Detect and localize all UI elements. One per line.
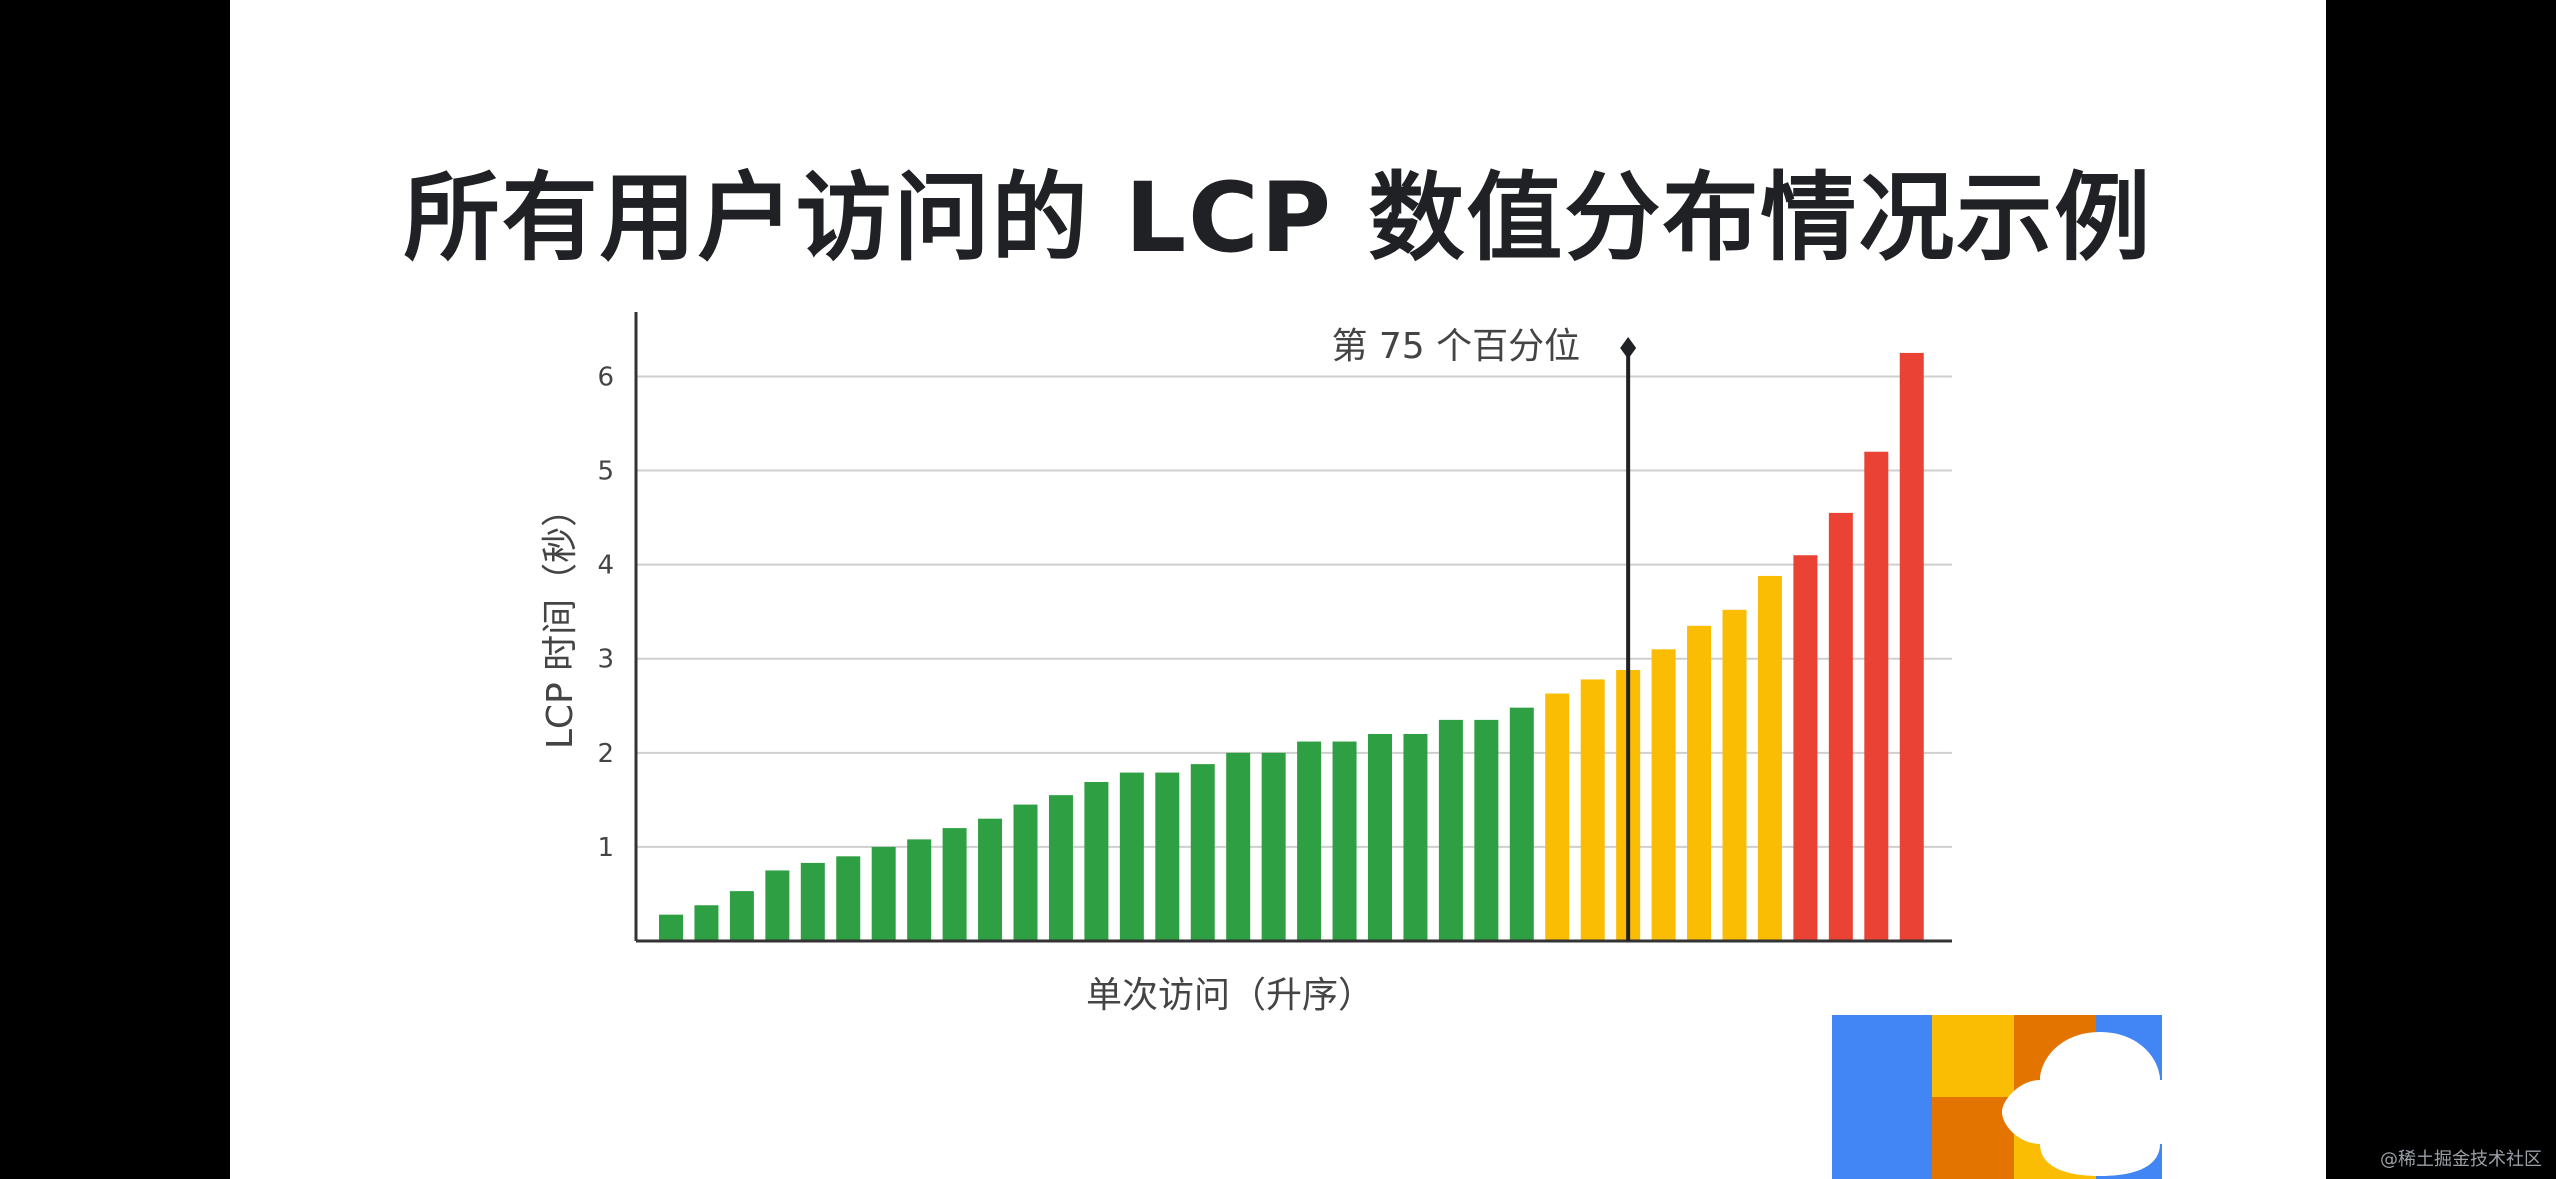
y-tick-label-3: 3 — [597, 645, 614, 675]
logo-tile-orange-2 — [1932, 1097, 2014, 1179]
bar-6 — [836, 856, 861, 941]
bar-34 — [1828, 512, 1853, 941]
bar-31 — [1722, 609, 1747, 941]
watermark: @稀土掘金技术社区 — [2380, 1149, 2542, 1170]
bar-26 — [1545, 693, 1570, 941]
y-tick-label-6: 6 — [597, 362, 614, 392]
bar-21 — [1368, 734, 1392, 941]
bar-25 — [1509, 707, 1534, 941]
bar-12 — [1048, 795, 1073, 941]
bar-10 — [978, 818, 1003, 941]
bar-11 — [1013, 804, 1038, 941]
bar-27 — [1580, 679, 1605, 941]
bar-14 — [1119, 772, 1144, 941]
bar-20 — [1332, 741, 1357, 941]
slide-title: 所有用户访问的 LCP 数值分布情况示例 — [403, 162, 2153, 274]
bar-30 — [1687, 625, 1712, 941]
bar-9 — [942, 828, 967, 941]
bar-35 — [1864, 451, 1889, 941]
bar-29 — [1651, 649, 1676, 941]
bar-3 — [729, 891, 754, 941]
bar-33 — [1793, 555, 1818, 941]
bar-8 — [907, 839, 932, 941]
bar-5 — [800, 862, 825, 941]
percentile-marker-label: 第 75 个百分位 — [1331, 326, 1580, 367]
bar-16 — [1190, 764, 1215, 941]
bar-32 — [1757, 575, 1782, 941]
bar-19 — [1297, 741, 1322, 941]
y-axis-label: LCP 时间（秒） — [540, 491, 581, 749]
bar-22 — [1403, 734, 1428, 941]
bar-23 — [1438, 719, 1463, 941]
bar-24 — [1474, 719, 1499, 941]
bar-17 — [1226, 752, 1251, 941]
bar-13 — [1084, 781, 1109, 941]
bar-1 — [659, 914, 683, 941]
bar-15 — [1155, 772, 1180, 941]
logo-tile-yellow-1 — [1932, 1015, 2014, 1097]
bar-18 — [1261, 752, 1286, 941]
x-axis-label: 单次访问（升序） — [1086, 975, 1374, 1016]
slide: 所有用户访问的 LCP 数值分布情况示例 — [230, 0, 2326, 1179]
bar-7 — [871, 846, 896, 941]
bar-2 — [694, 905, 719, 941]
y-tick-label-2: 2 — [597, 739, 614, 769]
y-tick-label-1: 1 — [597, 833, 614, 863]
bar-36 — [1899, 352, 1924, 941]
y-tick-label-5: 5 — [597, 457, 614, 487]
logo-blob-icon — [2002, 1032, 2198, 1176]
y-tick-label-4: 4 — [597, 551, 614, 581]
bar-4 — [765, 870, 790, 941]
percentile-marker-diamond — [1620, 337, 1637, 359]
